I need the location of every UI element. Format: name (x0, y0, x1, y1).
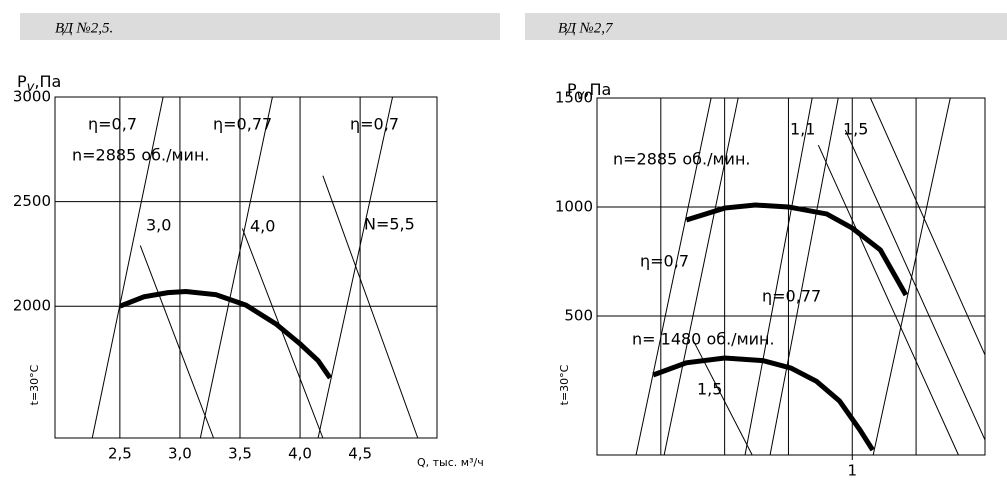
y-tick-label: 3000 (13, 88, 51, 106)
reference-line (769, 97, 839, 456)
y-tick-label: 1000 (555, 197, 593, 215)
annotation: 4,0 (250, 217, 275, 236)
reference-line (663, 97, 739, 456)
fan-curve (652, 355, 875, 452)
fan-curve (118, 289, 333, 380)
x-tick-label: 2,5 (108, 445, 132, 463)
y-axis-label-unit: ,Па (34, 72, 61, 91)
annotation: n=2885 об./мин. (72, 146, 210, 165)
reference-line (317, 96, 394, 439)
annotation: 1,5 (843, 120, 868, 139)
annotation: N=5,5 (364, 215, 415, 234)
y-tick-label: 2500 (13, 192, 51, 210)
reference-line (817, 144, 959, 456)
y-axis-label-sub: v (577, 88, 585, 103)
chart-title: ВД №2,5. (55, 20, 113, 36)
annotation: n=2885 об./мин. (613, 150, 751, 169)
reference-line (139, 245, 215, 439)
reference-line (869, 97, 986, 356)
fan-curve (685, 202, 909, 297)
header-bar (525, 13, 1007, 40)
annotation: η=0,7 (350, 115, 399, 134)
y-tick-label: 2000 (13, 297, 51, 315)
annotation: n= 1480 об./мин. (632, 330, 775, 349)
y-tick-label: 500 (564, 306, 593, 324)
side-note: t=30°C (28, 364, 41, 405)
reference-line (199, 96, 273, 439)
y-axis-label: Pv,Па (17, 72, 61, 95)
y-axis-label-sub: v (27, 80, 35, 95)
reference-line (635, 97, 712, 456)
reference-line (844, 129, 986, 441)
reference-line (91, 96, 164, 439)
reference-line (744, 97, 813, 456)
annotation: 1,5 (697, 380, 722, 399)
header-bar (20, 13, 500, 40)
y-axis-label-main: P (17, 72, 27, 91)
annotation: 3,0 (146, 216, 171, 235)
y-axis-label: Pv,Па (567, 80, 611, 103)
annotation: η=0,77 (213, 115, 272, 134)
reference-line (322, 175, 419, 439)
y-tick-label: 1500 (555, 89, 593, 107)
x-tick-label: 1 (847, 462, 857, 480)
y-axis-label-unit: ,Па (584, 80, 611, 99)
x-tick-label: 4,5 (348, 445, 372, 463)
x-tick-label: 3,0 (168, 445, 192, 463)
annotation: 1,1 (790, 120, 815, 139)
x-tick-label: 3,5 (228, 445, 252, 463)
reference-line (241, 228, 324, 439)
annotation: η=0,7 (640, 252, 689, 271)
annotation: η=0,77 (762, 287, 821, 306)
x-tick-label: 4,0 (288, 445, 312, 463)
annotation: η=0,7 (88, 115, 137, 134)
side-note: t=30°C (558, 364, 571, 405)
x-axis-label: Q, тыс. м³/ч (417, 456, 484, 469)
y-axis-label-main: P (567, 80, 577, 99)
chart-title: ВД №2,7 (558, 20, 614, 36)
